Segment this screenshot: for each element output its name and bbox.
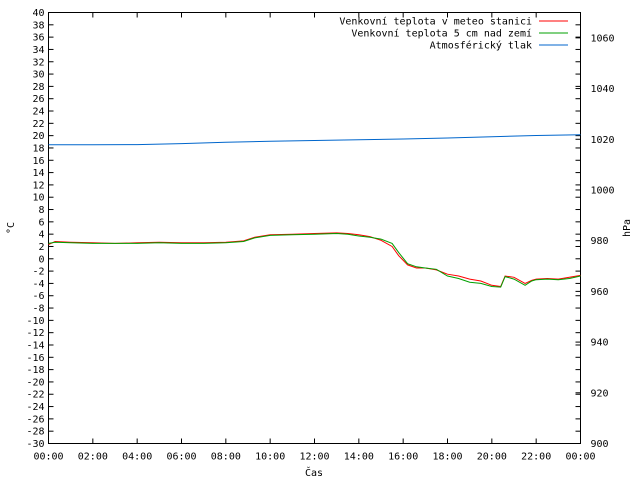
plot-frame	[48, 12, 581, 444]
y-tick-label: 16	[32, 156, 44, 167]
y-axis-label: °C	[6, 222, 17, 234]
x-tick-label: 22:00	[521, 452, 551, 463]
y-tick-label: 26	[32, 94, 44, 105]
y-tick-label: 10	[32, 193, 44, 204]
y-tick-label: 0	[38, 254, 44, 265]
x-tick-label: 10:00	[255, 452, 285, 463]
y2-tick-label: 1000	[591, 185, 615, 196]
x-tick-label: 02:00	[78, 452, 108, 463]
legend-label: Atmosférický tlak	[430, 40, 532, 52]
y2-tick-label: 1040	[591, 84, 615, 95]
y-tick-label: 18	[32, 143, 44, 154]
legend: Venkovní teplota v meteo staniciVenkovní…	[339, 16, 568, 52]
x-tick-label: 20:00	[477, 452, 507, 463]
x-tick-label: 06:00	[166, 452, 196, 463]
y-tick-label: 24	[32, 107, 44, 118]
series-lines	[48, 134, 581, 288]
y-tick-label: -12	[26, 328, 44, 339]
y-tick-label: 20	[32, 131, 44, 142]
y-tick-label: -24	[26, 402, 44, 413]
y-tick-label: -22	[26, 390, 44, 401]
y-tick-label: 34	[32, 45, 44, 56]
y-tick-label: -8	[32, 304, 44, 315]
y2-tick-label: 900	[591, 439, 609, 450]
y-tick-label: 2	[38, 242, 44, 253]
x-axis: 00:00 02:00 04:00 06:00 08:00 10:00 12:00 14:00…	[33, 12, 596, 463]
y-tick-label: 14	[32, 168, 44, 179]
y-tick-label: -6	[32, 291, 44, 302]
series-line-2	[48, 232, 581, 288]
y-tick-label: 28	[32, 82, 44, 93]
y2-tick-label: 1020	[591, 135, 615, 146]
x-tick-label: 14:00	[344, 452, 374, 463]
y2-tick-label: 940	[591, 338, 609, 349]
y-tick-label: 12	[32, 180, 44, 191]
x-tick-label: 04:00	[122, 452, 152, 463]
x-tick-label: 18:00	[432, 452, 462, 463]
series-line-1	[48, 232, 581, 288]
y-tick-label: -20	[26, 377, 44, 388]
x-tick-label: 12:00	[299, 452, 329, 463]
y2-tick-label: 1060	[591, 33, 615, 44]
y-tick-label: -18	[26, 365, 44, 376]
y-tick-label: 8	[38, 205, 44, 216]
y2-tick-label: 920	[591, 388, 609, 399]
x-tick-label: 08:00	[211, 452, 241, 463]
y-tick-label: 36	[32, 33, 44, 44]
y2-tick-label: 960	[591, 287, 609, 298]
legend-label: Venkovní teplota v meteo stanici	[339, 16, 532, 28]
y-tick-label: -16	[26, 353, 44, 364]
y-tick-label: -28	[26, 427, 44, 438]
y-tick-label: -30	[26, 439, 44, 450]
y-tick-label: 38	[32, 20, 44, 31]
y-tick-label: 4	[38, 230, 44, 241]
legend-label: Venkovní teplota 5 cm nad zemí	[351, 28, 532, 40]
y-axis-right: 1060 1040 1020 1000 980 960 940 920 900	[575, 33, 615, 450]
y-tick-label: 6	[38, 217, 44, 228]
series-line-3	[48, 134, 581, 146]
x-tick-label: 00:00	[565, 452, 595, 463]
x-tick-label: 16:00	[388, 452, 418, 463]
y2-axis-label: hPa	[622, 219, 633, 237]
y-tick-label: 22	[32, 119, 44, 130]
y-tick-label: -10	[26, 316, 44, 327]
y-tick-label: 40	[32, 8, 44, 19]
y-axis-left: 4038363432302826242220181614121086420-2-…	[26, 8, 581, 450]
y-tick-label: -26	[26, 414, 44, 425]
y-tick-label: -2	[32, 267, 44, 278]
y-tick-label: -14	[26, 340, 44, 351]
x-tick-label: 00:00	[33, 452, 63, 463]
y-tick-label: 30	[32, 70, 44, 81]
y2-tick-label: 980	[591, 236, 609, 247]
y-tick-label: 32	[32, 57, 44, 68]
x-axis-label: Čas	[305, 466, 323, 479]
y-tick-label: -4	[32, 279, 44, 290]
